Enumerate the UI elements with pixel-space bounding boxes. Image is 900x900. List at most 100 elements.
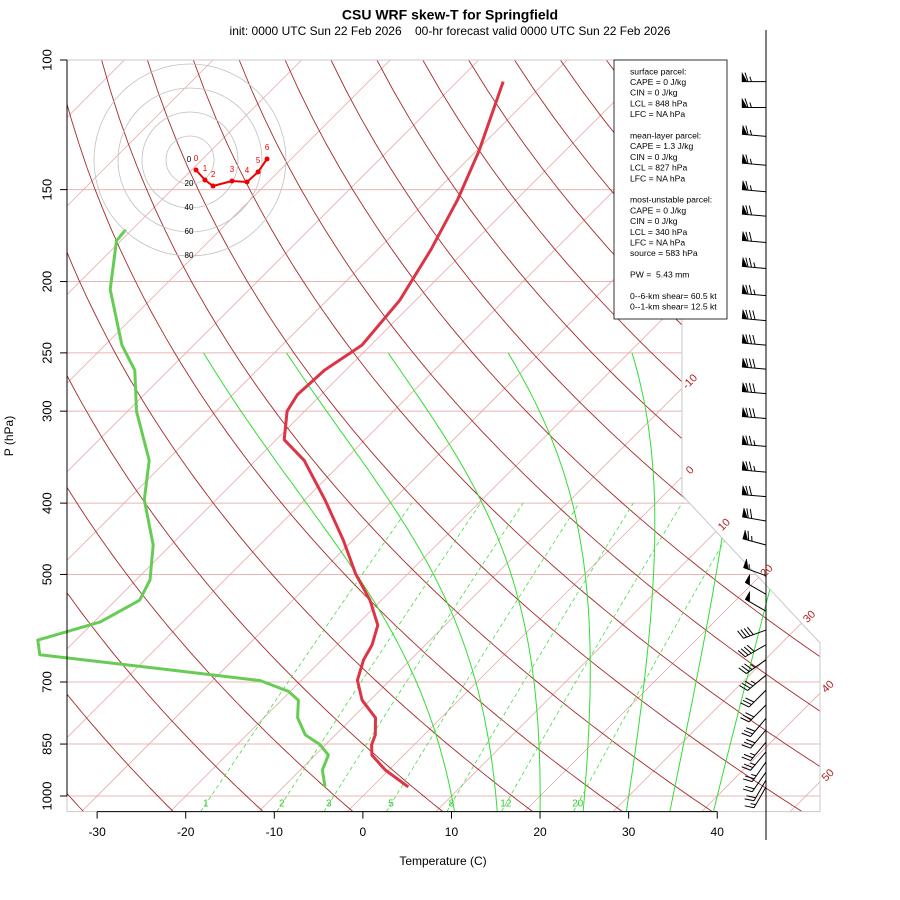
barb-staff [742, 284, 767, 297]
barb-staff [742, 382, 767, 395]
barb-flag [741, 460, 748, 471]
x-tick-label: 40 [711, 825, 725, 839]
wind-barb [741, 153, 767, 166]
barb-flag [741, 333, 748, 344]
x-tick-label: -30 [88, 825, 106, 839]
info-line: LFC = NA hPa [630, 237, 685, 247]
moist-adiabat [625, 352, 656, 812]
wind-barb [741, 308, 767, 322]
info-line: source = 583 hPa [630, 248, 698, 258]
info-line: CIN = 0 J/kg [630, 152, 678, 162]
barb-flag [741, 283, 748, 295]
hodograph-height-label: 2 [211, 170, 216, 179]
wind-barb [738, 659, 767, 674]
barb-staff [741, 741, 767, 762]
dry-adiabat [284, 60, 820, 812]
info-line: LFC = NA hPa [630, 173, 685, 183]
moist-adiabat [507, 352, 591, 812]
x-tick-label: -10 [266, 825, 284, 839]
y-tick-label: 400 [39, 492, 54, 514]
wind-barb [741, 71, 766, 83]
hodograph-height-label: 1 [203, 164, 208, 173]
barb-flag [741, 434, 748, 446]
info-box [613, 59, 728, 320]
isotherm [67, 60, 302, 812]
wind-barb [744, 573, 767, 595]
wind-barb [741, 460, 767, 473]
y-tick-label: 100 [39, 49, 54, 71]
barb-staff [742, 334, 767, 346]
hodograph-ring-label: 80 [185, 251, 194, 260]
isotherm [67, 60, 657, 812]
barb-staff [741, 717, 767, 738]
chart-title: CSU WRF skew-T for Springfield [342, 7, 558, 23]
wind-barb [741, 751, 767, 771]
wind-barb [741, 97, 766, 108]
barb-staff [742, 309, 767, 322]
moist-adiabat [203, 352, 456, 812]
barb-staff [738, 659, 767, 674]
dry-adiabat [67, 60, 533, 812]
hodograph-height-label: 5 [256, 156, 261, 165]
barb-flag [741, 153, 748, 164]
wind-barb [743, 558, 767, 577]
dry-adiabat [238, 60, 820, 812]
barb-flag [741, 124, 748, 136]
wind-barb [742, 771, 767, 793]
dry-adiabat [422, 60, 820, 812]
y-tick-label: 700 [39, 671, 54, 693]
info-line: CAPE = 0 J/kg [630, 77, 686, 87]
profiles [36, 81, 505, 789]
barb-flag [742, 506, 748, 519]
info-line: 0--1-km shear= 12.5 kt [630, 302, 717, 312]
dry-adiabat [330, 60, 820, 812]
barb-flag [742, 529, 748, 541]
barb-staff [744, 786, 767, 809]
hodograph-point [255, 169, 261, 175]
y-tick-label: 500 [39, 564, 54, 586]
wind-barb [741, 717, 767, 738]
x-tick-label: 20 [533, 825, 547, 839]
dry-adiabat [101, 60, 713, 812]
hodograph-ring [93, 63, 287, 257]
barb-staff [741, 751, 767, 771]
hodograph-ring-label: 20 [185, 179, 194, 188]
hodograph-point [193, 167, 199, 173]
barb-flag [741, 357, 748, 368]
barb-staff [742, 771, 767, 793]
wind-barb [741, 484, 767, 498]
info-line: 0--6-km shear= 60.5 kt [630, 291, 717, 301]
y-tick-label: 150 [39, 179, 54, 201]
mixing-ratio-label: 20 [572, 799, 584, 810]
wind-barb [742, 529, 767, 546]
barb-staff [742, 257, 767, 270]
info-line: CIN = 0 J/kg [630, 216, 678, 226]
hodograph-point [244, 179, 250, 185]
dry-adiabat [376, 60, 820, 812]
info-line: PW = 5.43 mm [630, 270, 689, 280]
barb-staff [742, 358, 767, 370]
wind-barb [741, 381, 767, 395]
dry-adiabat [67, 60, 174, 812]
mixing-ratio-label: 12 [500, 799, 512, 810]
hodograph-point [229, 178, 235, 184]
barb-staff [744, 779, 767, 802]
info-line: CIN = 0 J/kg [630, 88, 678, 98]
wind-barb [741, 204, 767, 217]
barb-flag [741, 179, 748, 191]
barb-flag [741, 484, 748, 496]
wind-barb [737, 626, 767, 639]
barb-staff [742, 461, 767, 473]
hodograph-height-label: 6 [265, 143, 270, 152]
info-line: most-unstable parcel: [630, 195, 712, 205]
dry-adiabat [67, 60, 444, 812]
barb-staff [742, 435, 767, 447]
y-tick-label: 200 [39, 271, 54, 293]
x-tick-label: 30 [622, 825, 636, 839]
wind-barb [741, 333, 767, 346]
wind-barb [741, 179, 767, 193]
hodograph-point [202, 177, 208, 183]
info-line: LCL = 848 hPa [630, 98, 687, 108]
